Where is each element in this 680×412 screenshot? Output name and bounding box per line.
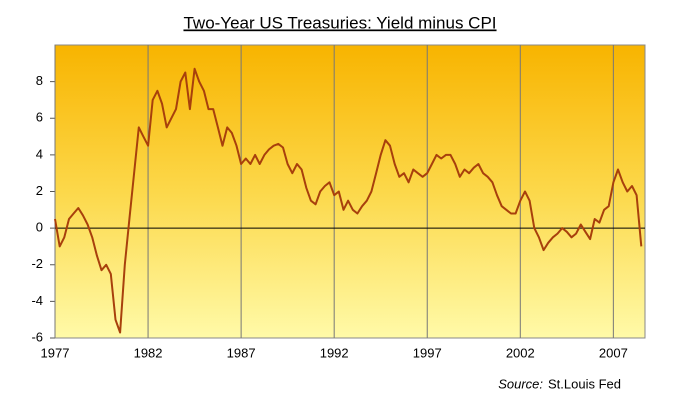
source-label: Source: [498,376,543,391]
x-tick-label: 1982 [134,345,163,360]
x-tick-label: 2007 [599,345,628,360]
y-tick-label: 8 [36,73,43,88]
y-tick-label: 2 [36,183,43,198]
source: St.Louis Fed [548,376,621,391]
x-tick-label: 1997 [413,345,442,360]
y-tick-label: 0 [36,220,43,235]
x-tick-label: 1992 [320,345,349,360]
line-series [54,67,643,334]
y-tick-label: 4 [36,146,43,161]
y-tick-label: -4 [31,293,43,308]
x-tick-label: 2002 [506,345,535,360]
chart-title: Two-Year US Treasuries: Yield minus CPI [183,13,496,32]
y-tick-label: 6 [36,110,43,125]
y-tick-label: -2 [31,256,43,271]
x-tick-label: 1987 [227,345,256,360]
x-tick-label: 1977 [41,345,70,360]
plot-area [54,44,646,339]
y-tick-label: -6 [31,329,43,344]
